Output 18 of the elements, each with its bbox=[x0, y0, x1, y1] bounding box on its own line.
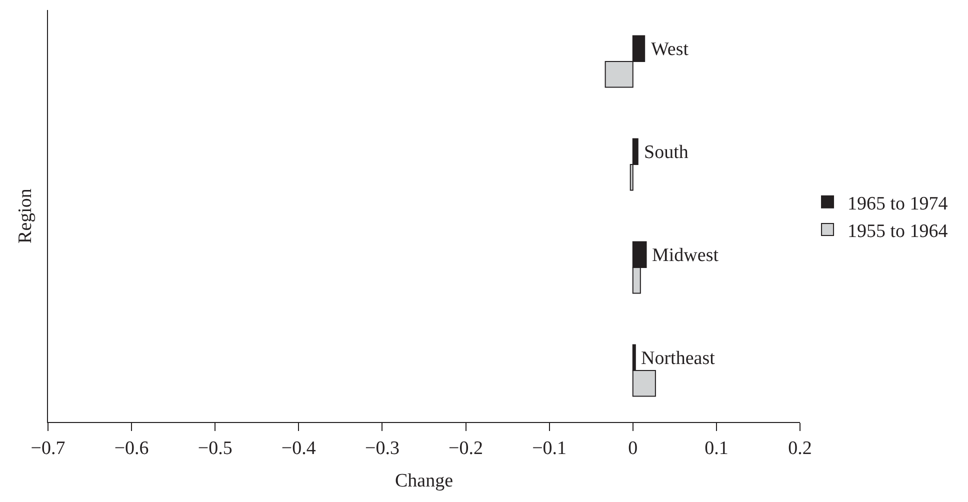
y-tick-label: South bbox=[644, 142, 689, 163]
x-tick-label: −0.3 bbox=[364, 438, 400, 459]
x-axis-title: Change bbox=[394, 470, 454, 492]
x-tick-label: −0.7 bbox=[30, 438, 66, 459]
y-axis-title: Region bbox=[14, 188, 36, 244]
x-tick-label: −0.6 bbox=[114, 438, 149, 459]
legend-label: 1955 to 1964 bbox=[848, 220, 948, 242]
y-tick-label: West bbox=[651, 39, 690, 60]
x-tick-label: −0.4 bbox=[281, 438, 316, 459]
x-tick-label: −0.1 bbox=[532, 438, 567, 459]
x-tick-label: 0.1 bbox=[704, 438, 728, 459]
x-tick-label: 0 bbox=[628, 438, 638, 459]
x-tick-label: 0.2 bbox=[788, 438, 812, 459]
x-tick-label: −0.5 bbox=[198, 438, 232, 459]
y-tick-label: Midwest bbox=[652, 245, 720, 266]
legend-label: 1965 to 1974 bbox=[848, 193, 948, 214]
x-tick-label: −0.2 bbox=[448, 438, 484, 459]
y-tick-label: Northeast bbox=[641, 348, 716, 369]
